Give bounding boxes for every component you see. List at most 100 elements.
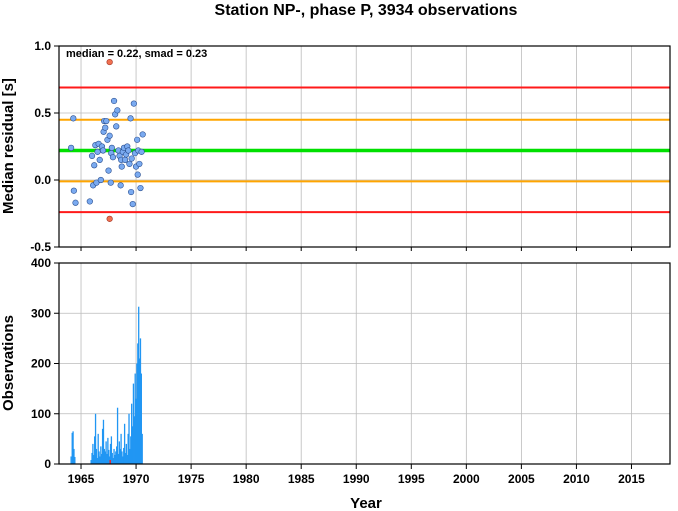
observation-bar	[95, 448, 98, 464]
residual-point	[136, 160, 143, 168]
residual-point	[70, 115, 77, 122]
residual-point	[139, 131, 146, 138]
observation-bar	[130, 436, 132, 464]
residual-point	[86, 198, 93, 205]
residual-point	[108, 144, 115, 151]
residual-point	[93, 179, 100, 186]
residual-point	[126, 160, 133, 168]
observation-bar	[116, 446, 118, 464]
observation-bar	[141, 433, 143, 464]
observation-bar	[123, 423, 126, 464]
x-tick-label: 1965	[68, 472, 95, 486]
chart-title: Station NP-, phase P, 3934 observations	[215, 2, 518, 19]
observation-bar	[101, 453, 103, 464]
residual-point	[134, 171, 141, 178]
residual-point	[94, 148, 101, 155]
observation-bar	[105, 441, 107, 464]
observation-bar	[119, 448, 121, 464]
observation-bar	[131, 426, 134, 464]
residual-point	[129, 201, 136, 208]
x-tick-label: 2005	[508, 472, 535, 486]
observation-bar	[116, 407, 119, 464]
y-tick-label: 0	[44, 457, 51, 471]
residual-point	[117, 182, 124, 189]
observation-bar	[72, 431, 74, 464]
observation-bar	[135, 398, 137, 464]
x-tick-label: 2015	[618, 472, 645, 486]
observation-bar	[112, 457, 114, 464]
observation-bar	[115, 451, 117, 464]
residual-point	[97, 176, 104, 184]
observation-bar	[98, 451, 100, 464]
observation-bar	[138, 306, 140, 464]
observation-bar	[94, 436, 96, 464]
residual-point	[68, 144, 75, 151]
observation-bar	[124, 452, 127, 464]
observation-bar	[92, 443, 94, 464]
residual-point	[121, 156, 129, 163]
observation-bar	[91, 452, 93, 464]
observation-bar	[70, 456, 72, 464]
observation-bar	[94, 413, 97, 464]
observation-bar	[73, 448, 75, 464]
observation-bar	[111, 452, 113, 464]
residual-point	[105, 167, 112, 174]
observation-bar	[97, 433, 99, 464]
observation-bar	[106, 453, 108, 464]
observation-bar	[102, 419, 105, 464]
residual-point	[130, 100, 137, 107]
observations-grid	[59, 262, 670, 465]
observation-bar	[128, 413, 130, 464]
observation-bar	[131, 403, 133, 464]
observation-bar	[109, 443, 112, 464]
observation-bar	[138, 358, 141, 464]
y-tick-label: 400	[31, 256, 51, 270]
observation-bar	[114, 454, 116, 464]
observation-bar	[71, 432, 73, 464]
residual-panel: -0.5 0.0 0.5 1.0 median = 0.22, smad = 0.23…	[0, 39, 671, 254]
observation-bar	[108, 449, 110, 464]
observation-bar	[126, 454, 128, 464]
observation-bar	[132, 383, 135, 464]
observation-bar	[120, 433, 122, 464]
y-tick-label: 1.0	[34, 39, 51, 53]
residual-point	[125, 147, 132, 154]
observation-bar	[137, 343, 139, 464]
outlier-point	[106, 215, 113, 222]
y-tick-label: 300	[31, 306, 51, 320]
observation-bar	[129, 448, 131, 464]
observation-bar	[104, 451, 106, 464]
observation-bar	[107, 437, 109, 464]
outlier-bar	[109, 459, 111, 464]
x-tick-label: 1995	[398, 472, 425, 486]
x-tick-label: 1990	[343, 472, 370, 486]
residual-point	[110, 97, 118, 105]
y-tick-label: -0.5	[30, 240, 51, 254]
observation-bar	[110, 436, 113, 464]
year-x-ticks: 1965 1970 1975 1980 1985 1990 1995 2000 2005 2010…	[68, 247, 645, 486]
residual-point	[107, 179, 114, 186]
residual-point	[118, 163, 125, 170]
observation-bar	[123, 447, 125, 464]
residual-point	[106, 132, 113, 139]
observation-bar	[117, 453, 120, 464]
residual-point	[99, 147, 107, 154]
residual-point	[70, 187, 77, 194]
observation-bar	[74, 456, 76, 464]
observation-bar	[140, 373, 142, 464]
residual-y-label: Median residual [s]	[0, 78, 17, 214]
observation-bar	[113, 448, 115, 464]
y-tick-label: 100	[31, 407, 51, 421]
observation-bar	[133, 416, 135, 464]
residual-point	[127, 115, 134, 122]
x-tick-label: 1985	[288, 472, 315, 486]
reference-lines	[59, 86, 670, 214]
observation-bar	[121, 451, 123, 464]
residual-point	[88, 152, 96, 159]
y-tick-label: 0.0	[34, 173, 51, 187]
observation-bar	[96, 457, 98, 464]
observation-bar	[103, 448, 106, 464]
observation-bar	[122, 456, 124, 464]
